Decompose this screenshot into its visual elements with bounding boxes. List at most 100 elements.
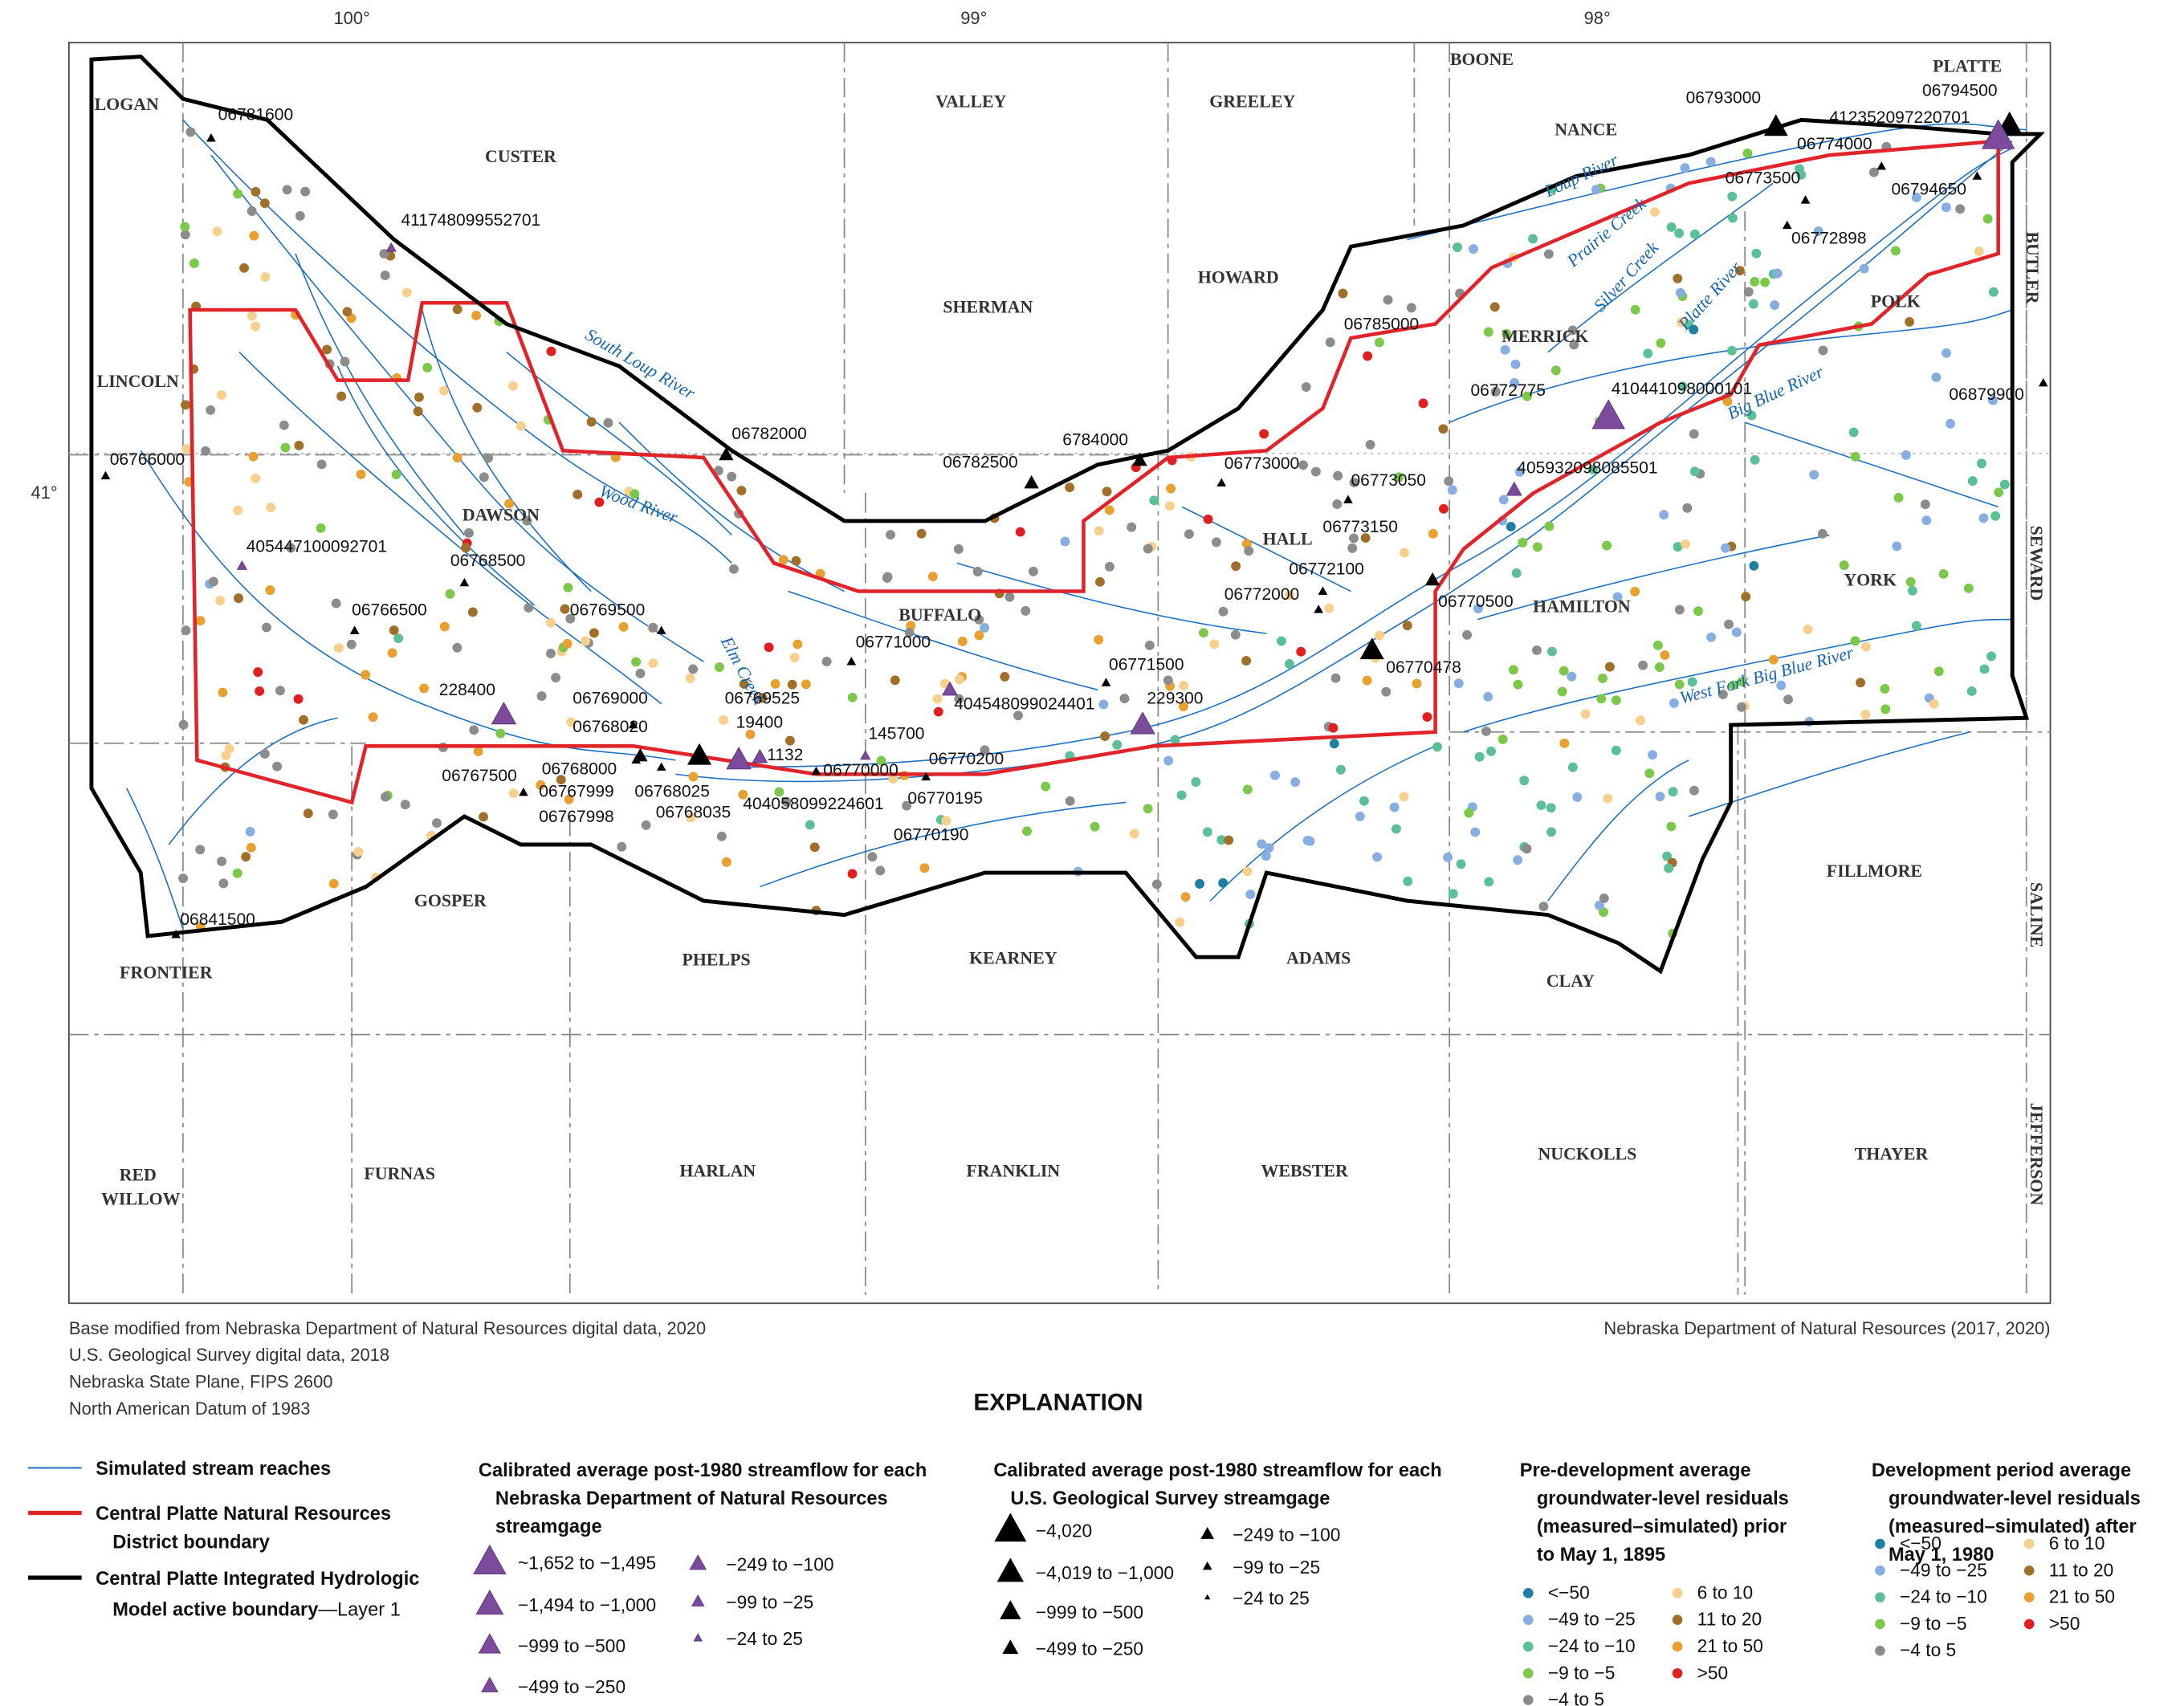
gage-label: 06768025 xyxy=(634,782,710,800)
residual-dot xyxy=(251,321,261,332)
legend-text: Central Platte Natural Resources xyxy=(96,1504,391,1525)
legend-item: −49 to −25 xyxy=(1900,1559,1987,1580)
stream-reach xyxy=(140,450,676,761)
residual-dot xyxy=(1474,751,1485,762)
residual-dot xyxy=(419,683,430,694)
legend-symbol xyxy=(1672,1641,1683,1652)
county-label: BUFFALO xyxy=(898,605,981,625)
streamgage xyxy=(1318,586,1328,595)
legend-text: Model active boundary xyxy=(112,1599,319,1620)
residual-dot xyxy=(279,420,289,430)
legend-symbol xyxy=(1875,1538,1885,1549)
residual-dot xyxy=(1444,476,1454,487)
county-label: GOSPER xyxy=(414,890,487,910)
residual-dot xyxy=(1751,248,1762,259)
residual-dot xyxy=(189,259,199,268)
county-label: KEARNEY xyxy=(969,948,1057,968)
residual-dot xyxy=(617,841,627,852)
legend-text: District boundary xyxy=(112,1532,271,1553)
county-label: RED xyxy=(120,1165,157,1185)
residual-dot xyxy=(784,735,795,746)
residual-dot xyxy=(1301,382,1311,393)
residual-dot xyxy=(1013,710,1023,721)
residual-dot xyxy=(1264,843,1274,853)
residual-dot xyxy=(572,489,583,499)
residual-dot xyxy=(1674,605,1685,615)
gage-label: 06772000 xyxy=(1224,585,1300,604)
longitude-label: 98° xyxy=(1584,8,1611,28)
residual-dot xyxy=(461,543,471,553)
residual-dot xyxy=(1439,503,1449,514)
residual-dot xyxy=(515,421,526,431)
residual-dot xyxy=(1329,739,1339,749)
residual-dot xyxy=(603,417,613,428)
residual-dot xyxy=(1669,698,1679,708)
residual-dot xyxy=(1498,495,1509,505)
residual-dot xyxy=(1643,348,1653,359)
legend-text: Model active boundary—Layer 1 xyxy=(112,1599,401,1620)
residual-dot xyxy=(1809,470,1819,480)
gage-label: 06770000 xyxy=(823,761,898,780)
stream-reach xyxy=(760,801,1127,888)
residual-dot xyxy=(265,585,275,596)
residual-dot xyxy=(1211,537,1221,548)
residual-dot xyxy=(1668,787,1678,797)
residual-dot xyxy=(739,679,749,689)
residual-dot xyxy=(1988,287,1999,297)
residual-dot xyxy=(774,787,784,797)
residual-dot xyxy=(1689,466,1700,477)
gage-label: 06770500 xyxy=(1438,592,1514,611)
residual-dot xyxy=(564,794,574,804)
streamgage xyxy=(171,930,181,939)
streamgage xyxy=(719,446,734,461)
residual-dot xyxy=(714,662,724,672)
gage-label: 06782500 xyxy=(943,453,1018,471)
residual-dot xyxy=(483,453,493,463)
gage-label: 06770190 xyxy=(894,826,969,845)
streamgage xyxy=(385,242,397,252)
residual-dot xyxy=(867,852,878,862)
residual-dot xyxy=(464,528,474,538)
residual-dot xyxy=(1999,479,2010,490)
residual-dot xyxy=(1550,365,1561,376)
residual-dot xyxy=(1946,418,1956,429)
gage-label: 228400 xyxy=(439,681,495,699)
residual-dot xyxy=(1543,249,1554,259)
residual-dot xyxy=(1095,576,1105,587)
residual-dot xyxy=(1296,646,1306,657)
residual-dot xyxy=(916,528,927,539)
residual-dot xyxy=(1422,712,1432,722)
legend-item: 6 to 10 xyxy=(1697,1582,1754,1602)
streamgage xyxy=(459,577,470,587)
residual-dot xyxy=(1974,246,1984,257)
legend-symbol xyxy=(1522,1667,1534,1679)
residual-dot xyxy=(508,381,518,391)
streamgage xyxy=(1997,111,2022,133)
residual-dot xyxy=(1332,499,1343,509)
residual-dot xyxy=(1257,839,1267,849)
residual-dot xyxy=(1180,892,1191,902)
residual-dot xyxy=(328,809,338,820)
residual-dot xyxy=(847,692,858,702)
residual-dot xyxy=(522,515,532,526)
legend-symbol xyxy=(1522,1588,1534,1598)
residual-dot xyxy=(1979,664,1990,674)
residual-dot xyxy=(1098,699,1109,710)
residual-dot xyxy=(1015,527,1025,537)
residual-dot xyxy=(233,189,243,199)
residual-dot xyxy=(401,287,412,298)
legend-item: −4,020 xyxy=(1036,1520,1092,1541)
stream-reach xyxy=(788,590,1098,690)
legend-item: −249 to −100 xyxy=(726,1553,833,1574)
residual-dot xyxy=(1510,377,1520,388)
residual-dot xyxy=(888,774,898,784)
credit: U.S. Geological Survey digital data, 201… xyxy=(69,1345,389,1365)
streamgage xyxy=(628,719,638,729)
residual-dot xyxy=(272,761,283,772)
residual-dot xyxy=(1374,337,1384,348)
legend-item: −1,494 to −1,000 xyxy=(518,1594,656,1615)
residual-dot xyxy=(1901,450,1911,460)
streamgage xyxy=(631,755,641,764)
residual-dot xyxy=(904,627,915,637)
gage-label: 06794650 xyxy=(1891,180,1966,198)
